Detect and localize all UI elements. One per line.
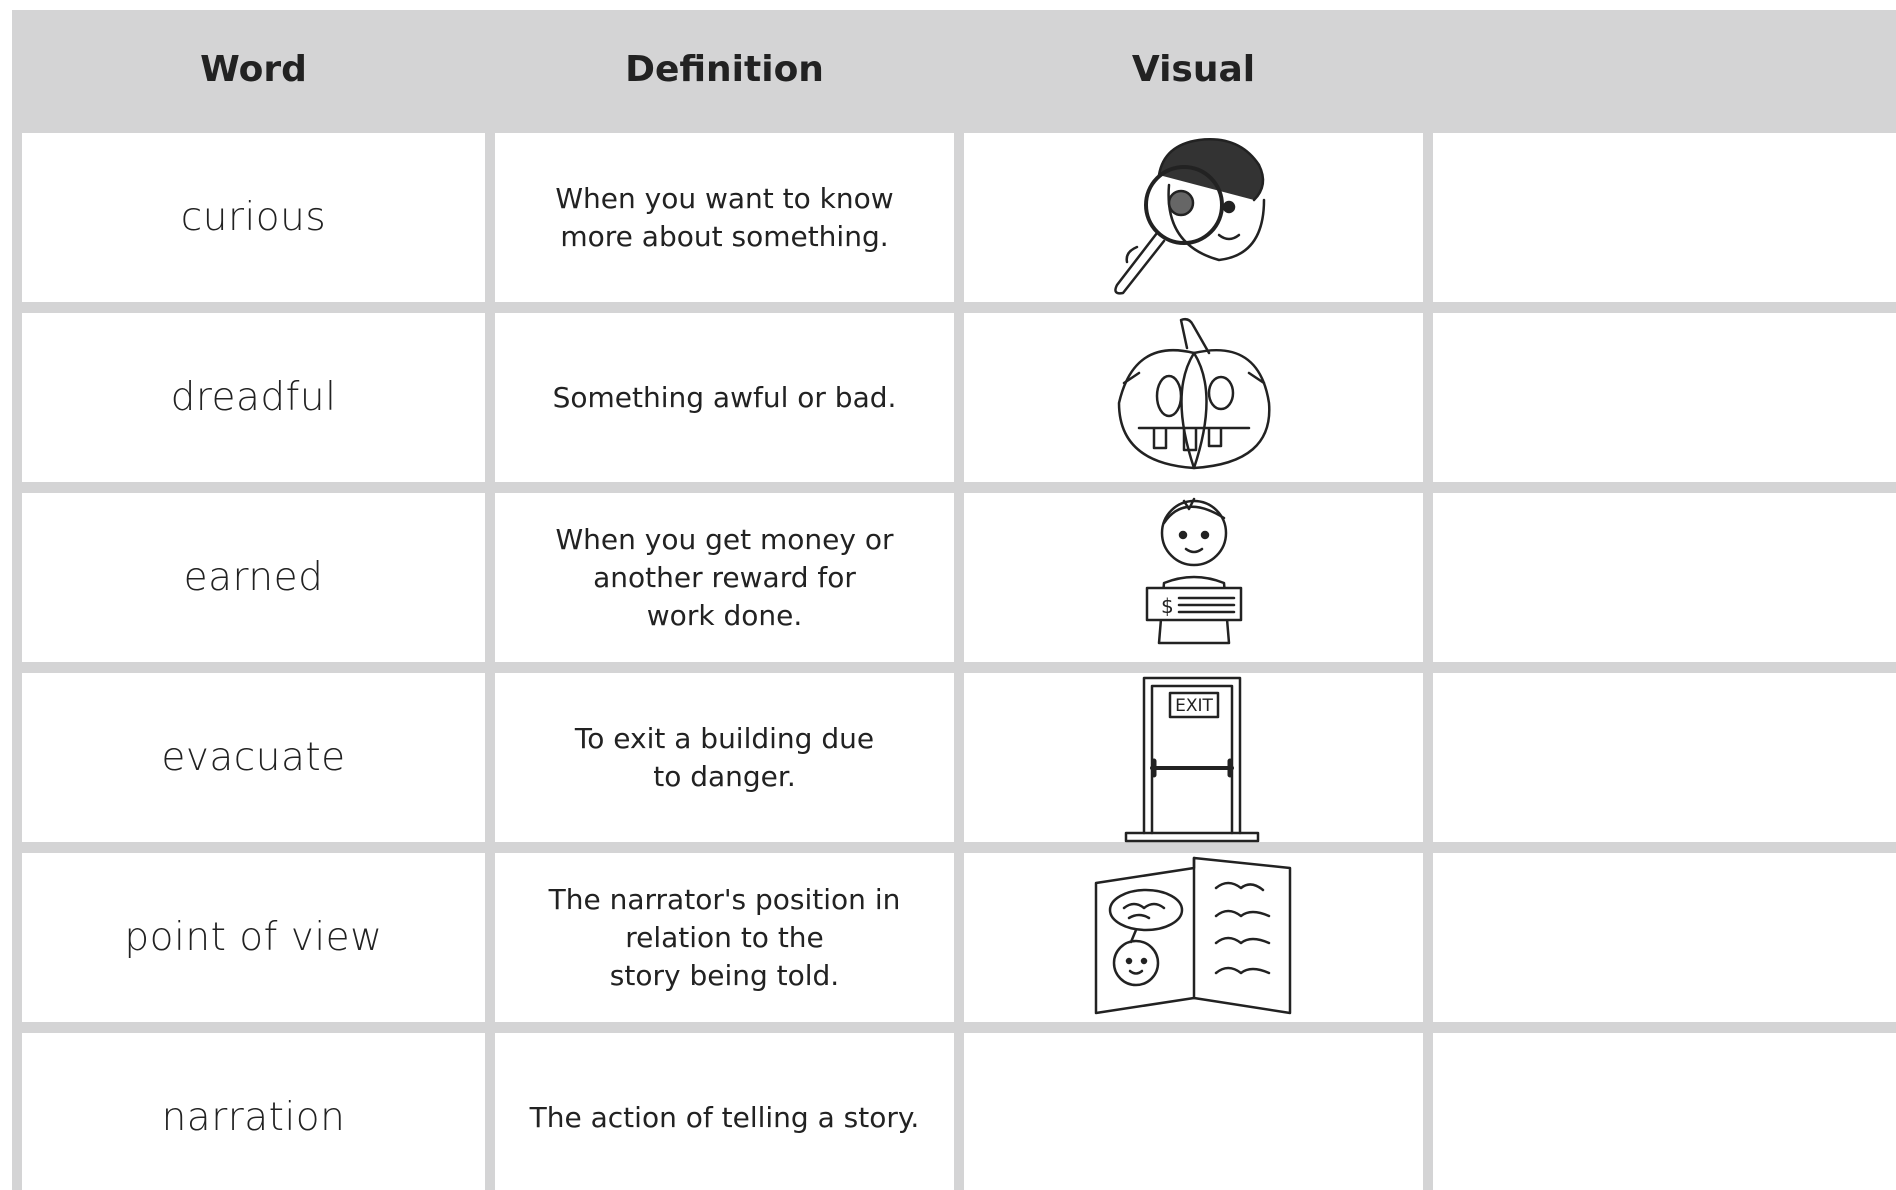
visual-cell bbox=[964, 133, 1423, 302]
illustration: EXIT bbox=[1124, 676, 1259, 842]
illustration bbox=[1117, 317, 1270, 469]
word-cell: curious bbox=[22, 133, 485, 302]
definition-cell: The action of telling a story. bbox=[495, 1033, 954, 1190]
word-cell: point of view bbox=[22, 853, 485, 1022]
illustration bbox=[1113, 138, 1265, 295]
header-cell: Word bbox=[200, 48, 307, 90]
word-cell: dreadful bbox=[22, 313, 485, 482]
visual-cell bbox=[964, 853, 1423, 1022]
header-cell: Visual bbox=[1131, 48, 1256, 90]
empty-cell bbox=[1433, 313, 1896, 482]
illustration: $ bbox=[1145, 497, 1242, 644]
visual-cell bbox=[964, 313, 1423, 482]
definition-cell: The narrator's position in relation to t… bbox=[495, 853, 954, 1022]
definition-cell: When you want to know more about somethi… bbox=[495, 133, 954, 302]
empty-cell bbox=[1433, 673, 1896, 842]
word-cell: narration bbox=[22, 1033, 485, 1190]
visual-cell: EXIT bbox=[964, 673, 1423, 842]
illustration bbox=[1094, 856, 1291, 1014]
word-cell: earned bbox=[22, 493, 485, 662]
header-cell bbox=[1433, 10, 1896, 122]
illustration-label: $ bbox=[1161, 594, 1174, 618]
definition-cell: When you get money or another reward for… bbox=[495, 493, 954, 662]
empty-cell bbox=[1433, 1033, 1896, 1190]
illustration-label: EXIT bbox=[1175, 696, 1213, 716]
definition-cell: To exit a building due to danger. bbox=[495, 673, 954, 842]
header-cell: Definition bbox=[625, 48, 824, 90]
definition-cell: Something awful or bad. bbox=[495, 313, 954, 482]
empty-cell bbox=[1433, 133, 1896, 302]
empty-cell bbox=[1433, 493, 1896, 662]
empty-cell bbox=[1433, 853, 1896, 1022]
vocabulary-table: Word Definition Visual curious When you w… bbox=[12, 10, 1896, 1190]
word-cell: evacuate bbox=[22, 673, 485, 842]
visual-cell bbox=[964, 1033, 1423, 1190]
visual-cell: $ bbox=[964, 493, 1423, 662]
